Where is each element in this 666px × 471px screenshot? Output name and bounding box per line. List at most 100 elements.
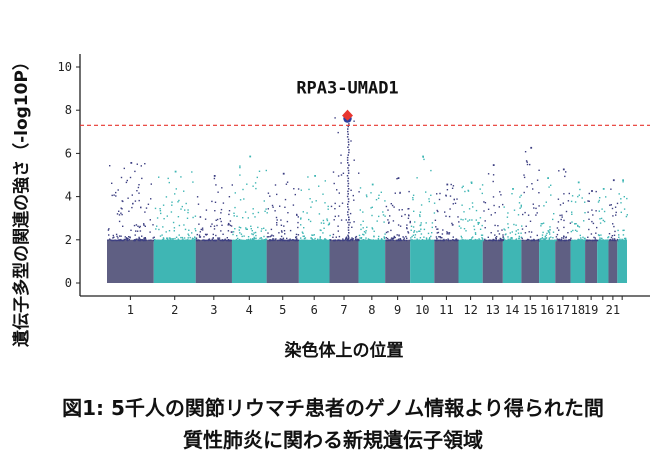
chr-peak-point-12 [470,181,473,184]
y-axis-label: 遺伝子多型の関連の強さ（-log10P） [11,53,32,347]
chr-peak-point-9 [397,177,400,179]
chr-band-13 [482,239,503,283]
chr-band-9 [385,239,411,283]
chr-band-21 [608,239,618,283]
chr-points-17 [555,168,572,242]
x-tick-label: 14 [505,303,519,317]
chr-band-10 [410,239,435,283]
chr-peak-point-2 [174,170,177,173]
chr-points-18 [570,181,587,242]
y-tick-label: 10 [58,60,72,74]
chr-band-4 [231,239,267,283]
snp-density-bands [107,239,627,283]
chr-peak-point-16 [547,177,549,179]
chr-peak-point-22 [622,179,624,182]
chr-peak-point-17 [562,168,565,171]
chr-peak-point-13 [492,164,495,166]
y-tick-label: 0 [65,276,72,290]
chr-peak-point-11 [446,183,449,186]
chr-band-11 [434,239,459,283]
chr-points-14 [503,188,523,242]
chr-band-6 [298,239,330,283]
chr-points-6 [299,175,331,242]
x-tick-label: 11 [439,303,453,317]
x-tick-label: 2 [171,303,178,317]
y-ticks: 0 2 4 6 8 10 [58,60,80,290]
chr-points-20 [597,188,610,242]
chr-band-20 [597,239,609,283]
chr-points-22 [617,179,628,242]
chr-peak-point-6 [314,175,316,177]
chr-peak-point-20 [602,188,605,190]
x-tick-label: 6 [311,303,318,317]
chr-band-5 [266,239,299,283]
x-tick-label: 9 [394,303,401,317]
chr-points-9 [385,177,412,242]
x-tick-label: 13 [486,303,500,317]
chr-points-21 [608,179,619,242]
chr-band-17 [555,239,571,283]
x-tick-label: 3 [210,303,217,317]
chr-points-11 [434,183,460,242]
chr-peak-point-14 [512,188,514,190]
chr-points-2 [154,170,197,242]
y-tick-label: 8 [65,103,72,117]
lead-snp-marker [342,109,354,121]
chr-band-8 [358,239,386,283]
x-tick-label: 21 [606,303,620,317]
chr-points-13 [483,164,505,242]
chr-points-4 [232,155,268,242]
chr-points-5 [266,172,300,242]
chr-band-1 [107,239,154,283]
x-tick-label: 8 [368,303,375,317]
chr-band-3 [195,239,232,283]
chr-band-14 [502,239,522,283]
x-tick-label: 1 [127,303,134,317]
chr-band-19 [585,239,598,283]
chr-peak-point-21 [612,179,615,182]
chr-points-1 [107,162,155,242]
chr-band-7 [329,239,359,283]
x-tick-label: 16 [540,303,554,317]
chr-points-7 [329,114,360,242]
y-tick-label: 2 [65,233,72,247]
chr-points-12 [458,181,484,242]
chr-points-15 [521,146,541,242]
chr-points-3 [195,175,233,242]
chr-peak-point-18 [577,181,580,184]
chr-band-22 [617,239,627,283]
x-tick-label: 4 [246,303,253,317]
snp-points [107,114,628,242]
annotation-label: RPA3-UMAD1 [296,79,398,99]
x-tick-label: 10 [415,303,429,317]
chr-points-8 [358,183,386,242]
figure-caption-line-2: 質性肺炎に関わる新規遺伝子領域 [183,428,483,452]
x-tick-label: 15 [523,303,537,317]
chr-band-18 [570,239,586,283]
chr-peak-point-5 [282,172,285,175]
x-tick-label: 18 [571,303,585,317]
chr-band-16 [539,239,556,283]
chr-points-19 [585,190,599,242]
x-tick-label: 17 [556,303,570,317]
x-tick-label: 7 [340,303,347,317]
chr-peak-point-4 [249,155,252,158]
lead-snp [342,109,354,123]
x-axis-label: 染色体上の位置 [285,340,404,361]
chr-points-16 [539,177,557,242]
x-tick-label: 19 [584,303,598,317]
x-tick-label: 12 [463,303,477,317]
chr-peak-point-3 [213,175,216,177]
y-tick-label: 4 [65,190,72,204]
chr-peak-point-10 [422,155,424,158]
chr-peak-point-15 [530,146,533,149]
chr-peak-point-1 [130,162,133,164]
chr-points-10 [410,155,436,242]
y-tick-label: 6 [65,146,72,160]
x-tick-label: 5 [279,303,286,317]
chr-band-2 [153,239,196,283]
figure-caption-line-1: 図1: 5千人の関節リウマチ患者のゲノム情報より得られた間 [62,396,604,420]
chr7-signal-column [346,118,350,242]
